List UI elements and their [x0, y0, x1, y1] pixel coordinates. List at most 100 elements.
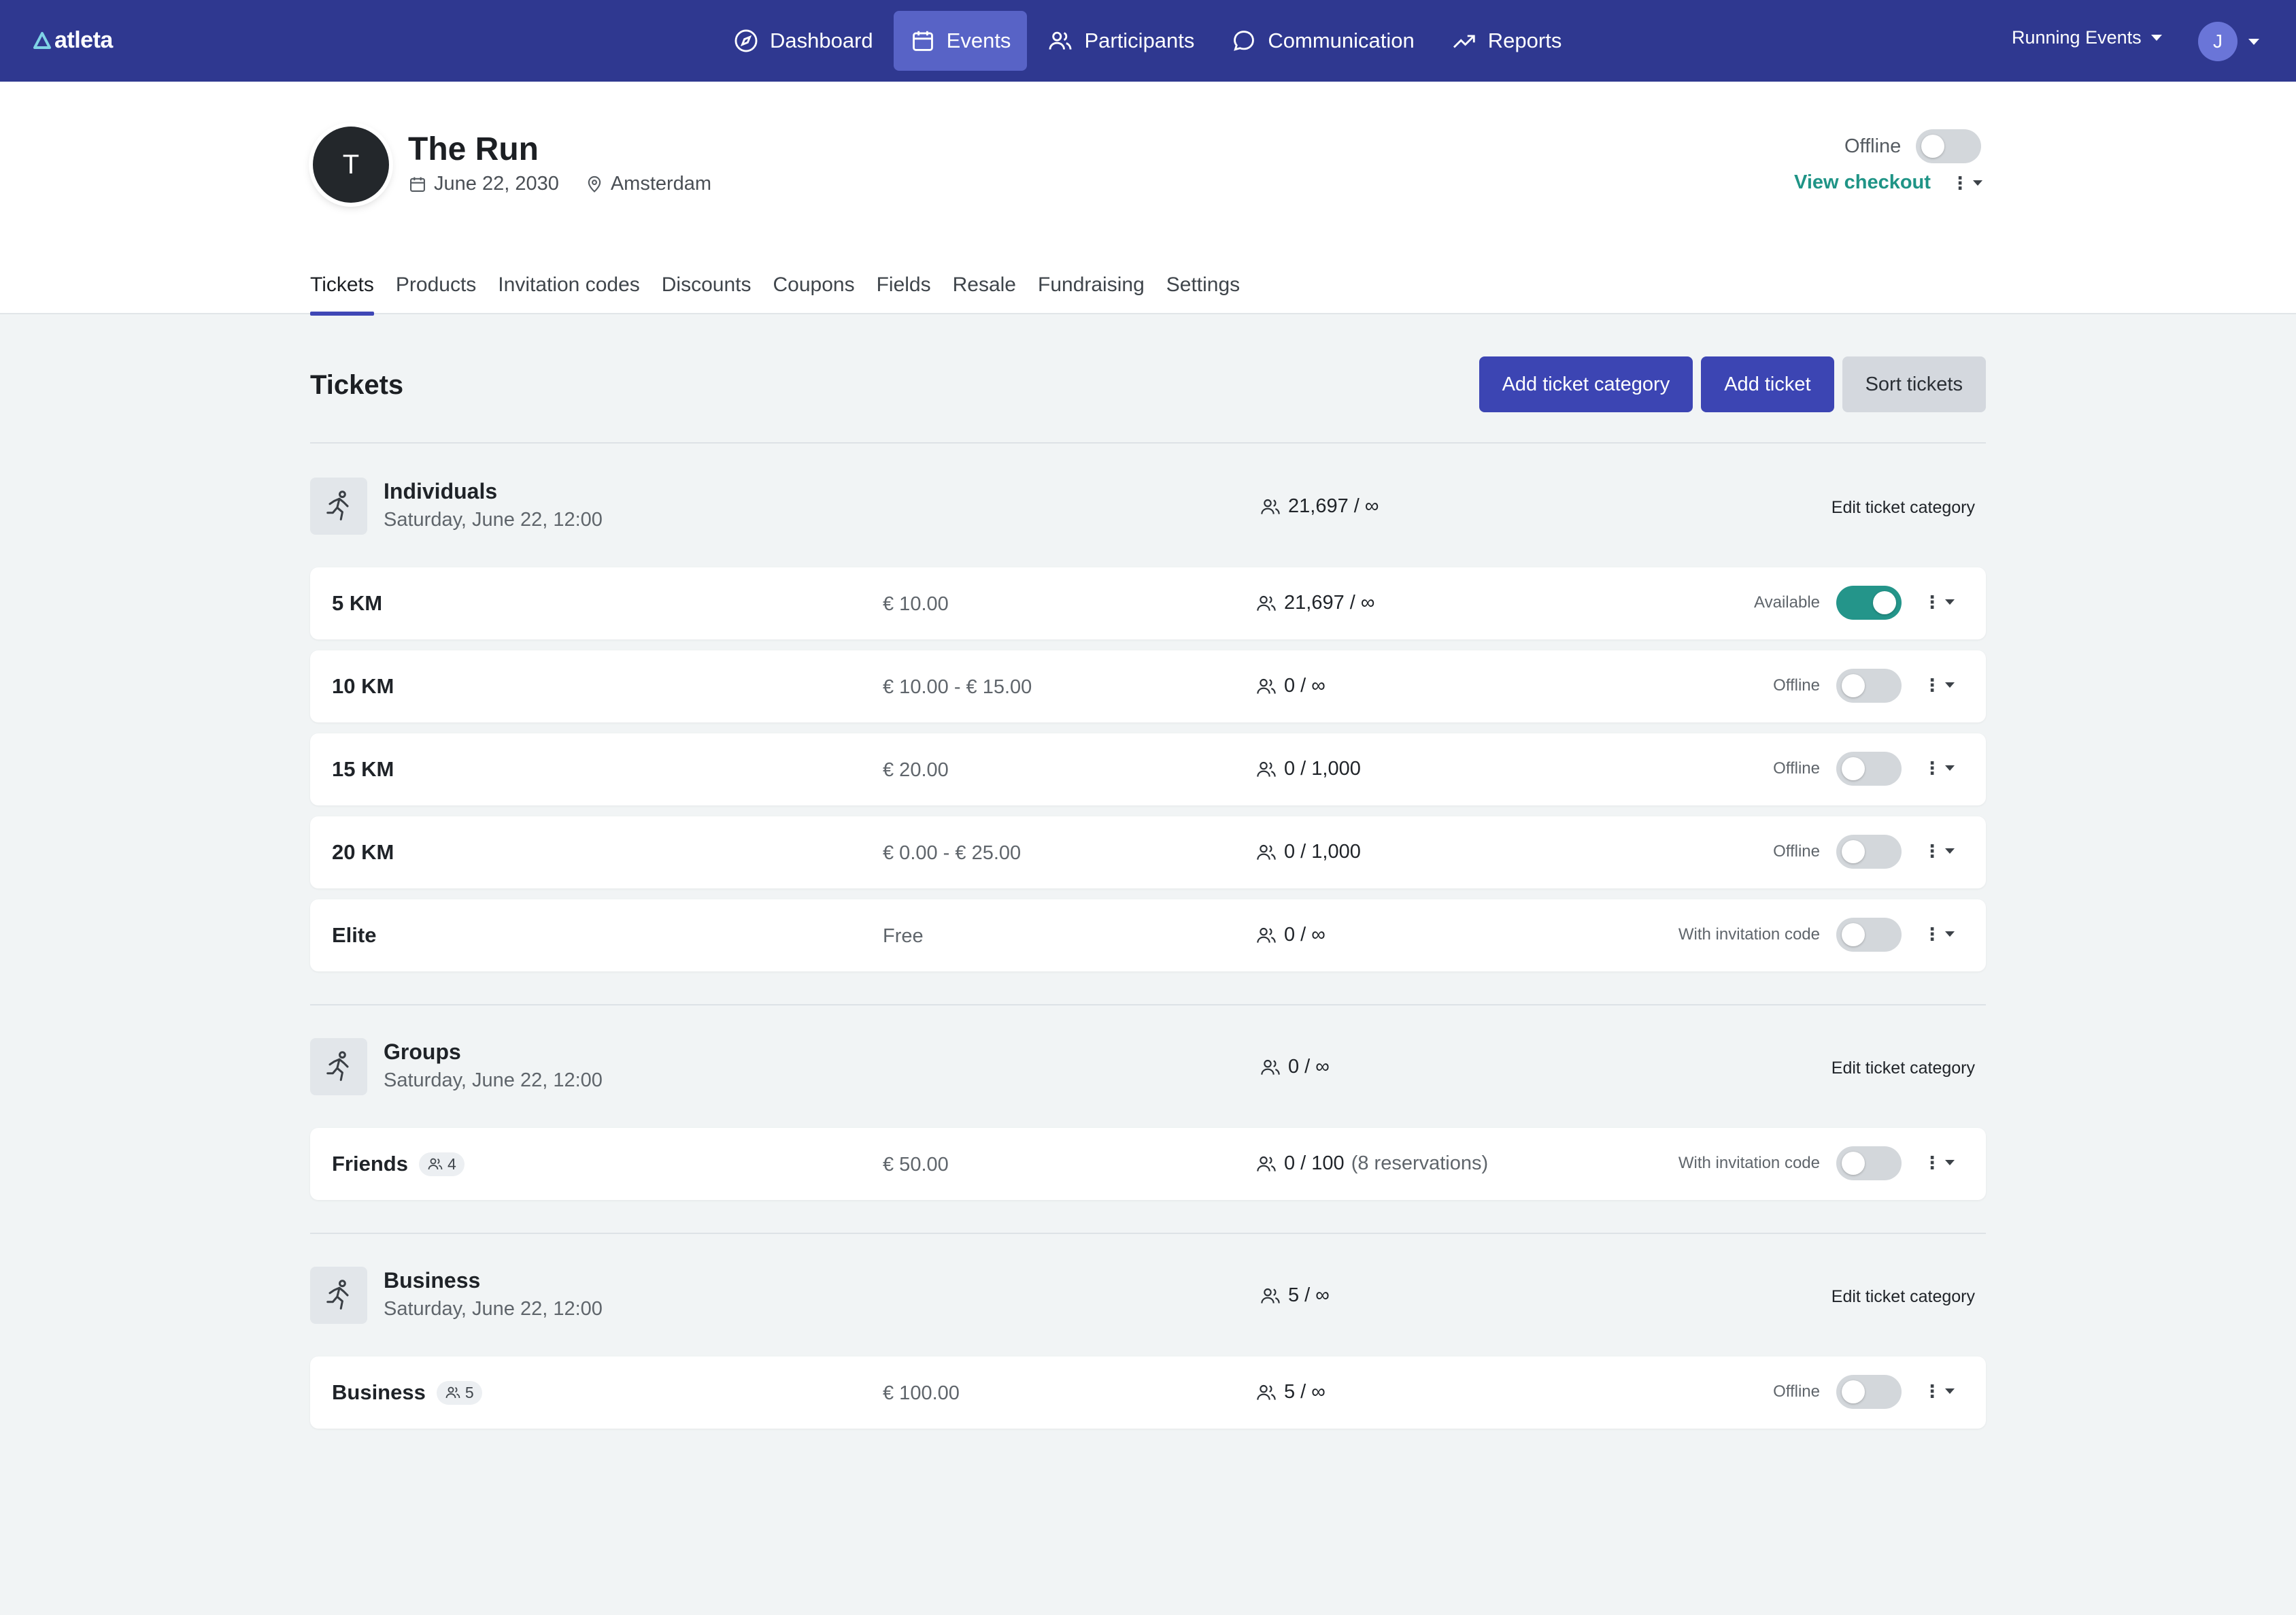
ticket-name: 10 KM: [332, 674, 394, 698]
chevron-down-icon: [1945, 1160, 1955, 1165]
ticket-actions-menu[interactable]: ⋮: [1923, 676, 1955, 694]
ticket-row[interactable]: Business 5 € 100.00 5 / ∞ Offline ⋮: [310, 1356, 1986, 1429]
category-date: Saturday, June 22, 12:00: [384, 509, 603, 531]
nav-participants-label: Participants: [1084, 29, 1195, 52]
nav-events-label: Events: [946, 29, 1011, 52]
event-actions-menu[interactable]: ⋮: [1951, 174, 1982, 192]
chevron-down-icon: [1945, 599, 1955, 605]
ticket-row[interactable]: Friends 4 € 50.00 0 / 100 (8 reservation…: [310, 1128, 1986, 1200]
ticket-price: € 0.00 - € 25.00: [883, 842, 1022, 864]
ticket-name: Business: [332, 1380, 426, 1404]
calendar-icon: [912, 31, 933, 51]
ticket-name: 20 KM: [332, 840, 394, 864]
organization-name: Running Events: [2012, 27, 2142, 48]
add-ticket-category-button[interactable]: Add ticket category: [1479, 356, 1693, 412]
more-vertical-icon: ⋮: [1923, 841, 1941, 861]
user-menu[interactable]: J: [2198, 22, 2259, 61]
ticket-status: Offline: [1773, 676, 1820, 695]
ticket-actions-menu[interactable]: ⋮: [1923, 1382, 1955, 1400]
ticket-availability-toggle[interactable]: [1836, 586, 1902, 620]
ticket-status: Available: [1754, 593, 1820, 612]
ticket-row[interactable]: 15 KM € 20.00 0 / 1,000 Offline ⋮: [310, 733, 1986, 805]
more-vertical-icon: ⋮: [1923, 924, 1941, 944]
tab-products[interactable]: Products: [395, 273, 477, 296]
ticket-capacity: 21,697 / ∞: [1255, 592, 1375, 614]
tab-tickets[interactable]: Tickets: [310, 257, 374, 316]
ticket-status: Offline: [1773, 842, 1820, 861]
chat-icon: [1234, 31, 1255, 51]
ticket-capacity: 0 / ∞: [1255, 924, 1326, 946]
nav-participants[interactable]: Participants: [1031, 11, 1211, 71]
ticket-capacity: 0 / 1,000: [1255, 841, 1361, 863]
users-icon: [1257, 1156, 1276, 1171]
category-capacity: 0 / ∞: [1260, 1056, 1330, 1078]
ticket-capacity: 0 / 100 (8 reservations): [1255, 1152, 1488, 1175]
tab-coupons[interactable]: Coupons: [773, 273, 855, 296]
ticket-row[interactable]: 5 KM € 10.00 21,697 / ∞ Available ⋮: [310, 567, 1986, 639]
ticket-actions-menu[interactable]: ⋮: [1923, 1154, 1955, 1171]
event-meta: June 22, 2030 Amsterdam: [408, 173, 711, 195]
group-size-badge: 5: [436, 1380, 482, 1405]
tab-resale[interactable]: Resale: [952, 273, 1016, 296]
users-icon: [445, 1386, 460, 1399]
ticket-actions-menu[interactable]: ⋮: [1923, 842, 1955, 860]
nav-events[interactable]: Events: [893, 11, 1028, 71]
nav-reports[interactable]: Reports: [1435, 11, 1578, 71]
edit-ticket-category-button[interactable]: Edit ticket category: [1831, 1059, 1975, 1078]
event-header: T The Run June 22, 2030 Amsterdam Offlin…: [0, 82, 2296, 316]
ticket-actions-menu[interactable]: ⋮: [1923, 925, 1955, 943]
ticket-price: € 10.00 - € 15.00: [883, 676, 1032, 698]
category-name: Business: [384, 1268, 481, 1293]
page-title: Tickets: [310, 370, 404, 400]
tab-fundraising[interactable]: Fundraising: [1038, 273, 1145, 296]
chevron-down-icon: [1945, 1388, 1955, 1394]
atleta-logo-icon: [33, 31, 51, 49]
ticket-actions-menu[interactable]: ⋮: [1923, 593, 1955, 611]
users-icon: [1257, 761, 1276, 777]
category-capacity-value: 0 / ∞: [1288, 1056, 1330, 1078]
event-avatar: T: [313, 127, 389, 203]
add-ticket-button[interactable]: Add ticket: [1701, 356, 1834, 412]
ticket-availability-toggle[interactable]: [1836, 1375, 1902, 1409]
divider: [310, 1004, 1986, 1005]
divider: [310, 1233, 1986, 1234]
event-status-label: Offline: [1844, 135, 1902, 157]
ticket-availability-toggle[interactable]: [1836, 669, 1902, 703]
ticket-actions-menu[interactable]: ⋮: [1923, 759, 1955, 777]
edit-ticket-category-button[interactable]: Edit ticket category: [1831, 498, 1975, 517]
users-icon: [1257, 678, 1276, 694]
nav-communication[interactable]: Communication: [1215, 11, 1430, 71]
ticket-price: Free: [883, 925, 924, 947]
nav-dashboard[interactable]: Dashboard: [717, 11, 890, 71]
group-size-badge: 4: [418, 1152, 465, 1176]
view-checkout-link[interactable]: View checkout: [1794, 171, 1931, 193]
event-location: Amsterdam: [610, 173, 712, 195]
tab-invitation-codes[interactable]: Invitation codes: [498, 273, 640, 296]
ticket-row[interactable]: 10 KM € 10.00 - € 15.00 0 / ∞ Offline ⋮: [310, 650, 1986, 722]
ticket-availability-toggle[interactable]: [1836, 752, 1902, 786]
brand-logo[interactable]: atleta: [33, 27, 113, 54]
nav-reports-label: Reports: [1487, 29, 1562, 52]
tab-fields[interactable]: Fields: [876, 273, 931, 296]
ticket-availability-toggle[interactable]: [1836, 1146, 1902, 1180]
ticket-availability-toggle[interactable]: [1836, 918, 1902, 952]
more-vertical-icon: ⋮: [1951, 172, 1969, 193]
tab-discounts[interactable]: Discounts: [661, 273, 752, 296]
organization-dropdown[interactable]: Running Events: [2012, 27, 2162, 48]
ticket-status: Offline: [1773, 1382, 1820, 1401]
event-tabs: Tickets Products Invitation codes Discou…: [310, 257, 1240, 316]
users-icon: [1257, 1384, 1276, 1400]
users-icon: [1049, 31, 1072, 50]
sort-tickets-button[interactable]: Sort tickets: [1842, 356, 1986, 412]
ticket-row[interactable]: 20 KM € 0.00 - € 25.00 0 / 1,000 Offline…: [310, 816, 1986, 888]
ticket-availability-toggle[interactable]: [1836, 835, 1902, 869]
ticket-row[interactable]: Elite Free 0 / ∞ With invitation code ⋮: [310, 899, 1986, 971]
category-capacity-value: 5 / ∞: [1288, 1284, 1330, 1306]
runner-icon: [310, 478, 367, 535]
event-online-toggle[interactable]: [1916, 129, 1982, 163]
edit-ticket-category-button[interactable]: Edit ticket category: [1831, 1287, 1975, 1306]
tab-settings[interactable]: Settings: [1166, 273, 1240, 296]
category-name: Groups: [384, 1039, 461, 1064]
runner-icon: [310, 1038, 367, 1095]
ticket-capacity-value: 0 / 100: [1284, 1152, 1345, 1174]
